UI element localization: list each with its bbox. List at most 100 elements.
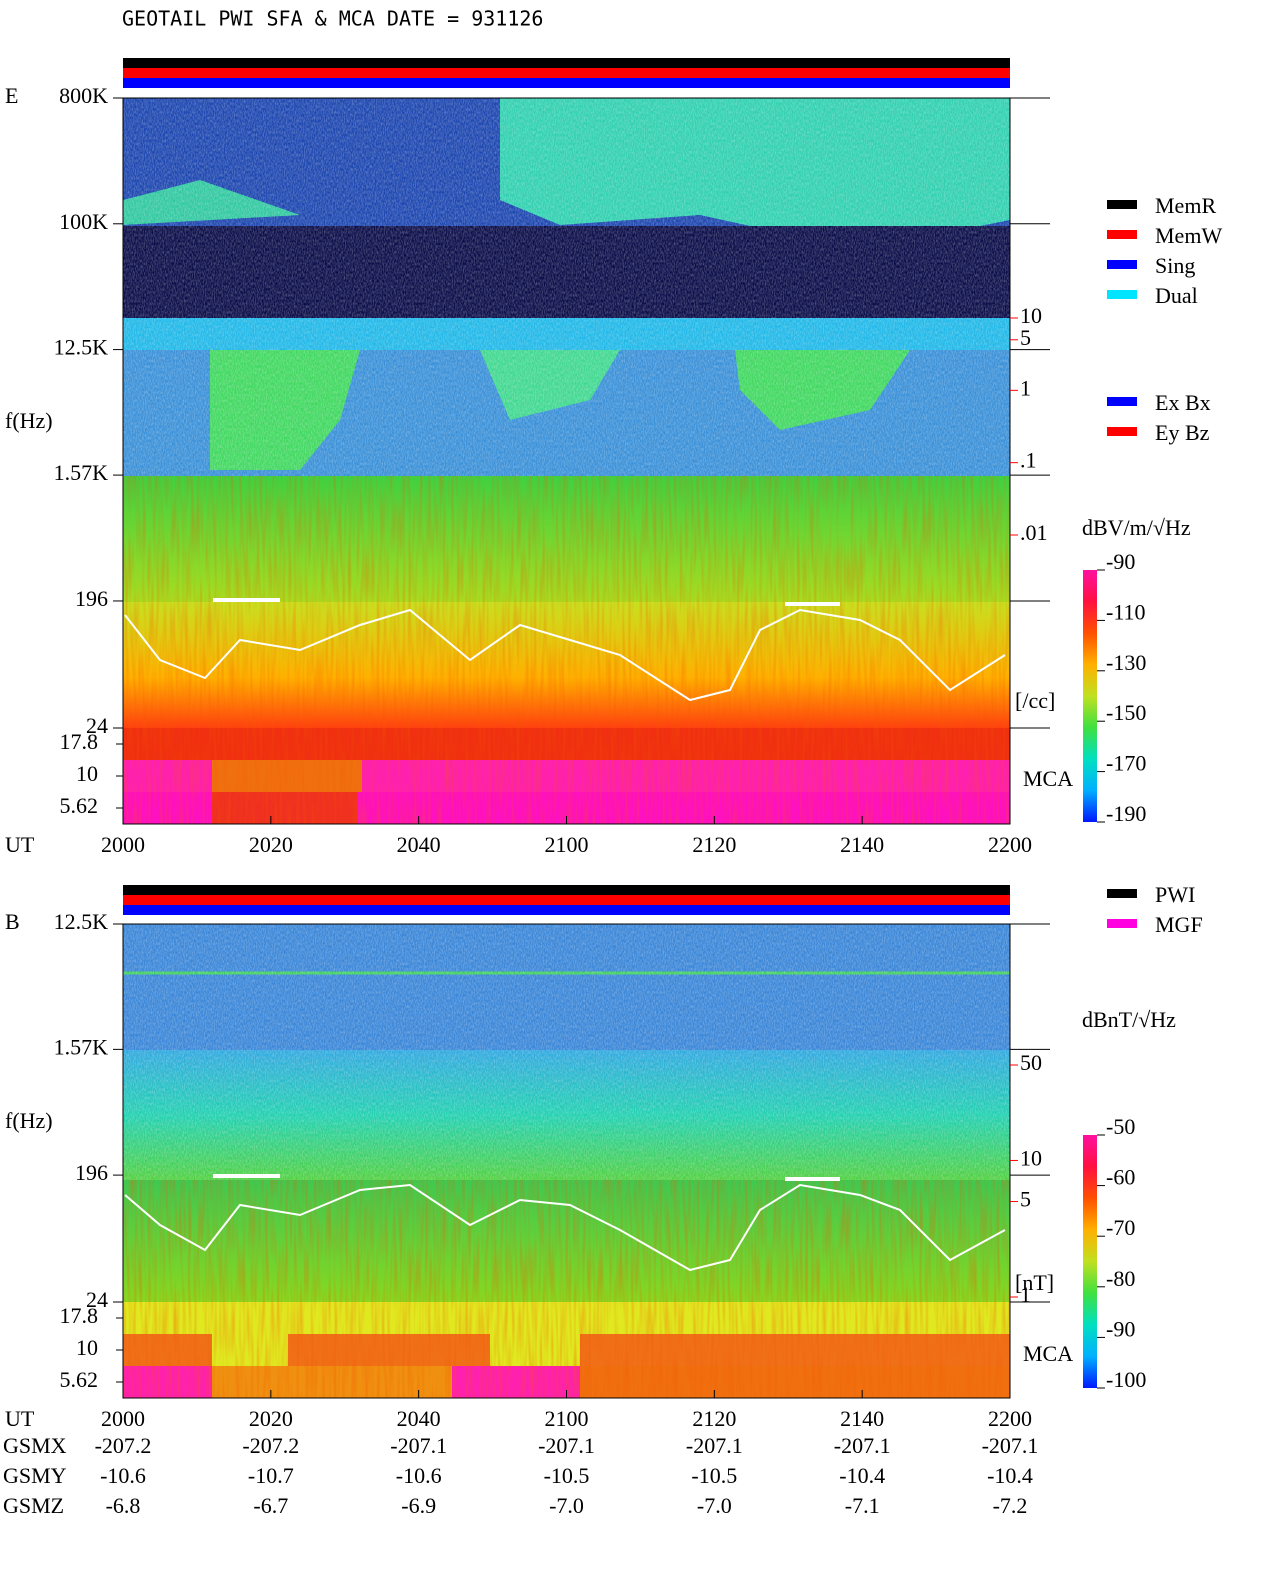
legend-label: MemW [1155,223,1222,248]
x-tick-label: 2000 [101,1406,145,1431]
colorbar-tick-label: -90 [1106,549,1135,574]
orbit-value: -207.1 [834,1433,891,1458]
colorbar-tick-label: -100 [1106,1367,1146,1392]
y-axis-label: f(Hz) [5,1108,53,1133]
status-bar [123,905,1010,915]
legend-swatch [1107,230,1137,239]
x-tick-label: 2120 [692,832,736,857]
colorbar-tick-label: -190 [1106,801,1146,826]
orbit-value: -6.7 [253,1493,288,1518]
trace [124,1183,1006,1272]
y-tick-label: 24 [86,1287,108,1312]
legend-swatch [1107,889,1137,898]
trace [124,608,1006,702]
orbit-value: -207.2 [242,1433,299,1458]
y-tick-label: 196 [75,586,108,611]
x-axis-label: UT [5,832,35,857]
density-tick-label: 1 [1020,375,1031,400]
status-bar [123,58,1010,68]
noise-overlay [123,476,1010,824]
legend-label: Dual [1155,283,1198,308]
density-tick-label: 5 [1020,325,1031,350]
orbit-value: -10.5 [691,1463,737,1488]
status-bar [123,885,1010,895]
colorbar-tick-label: -150 [1106,700,1146,725]
orbit-value: -207.2 [95,1433,152,1458]
orbit-value: -10.4 [987,1463,1033,1488]
colorbar-tick-label: -70 [1106,1215,1135,1240]
noise-overlay [123,924,1010,1180]
y-tick-label: 12.5K [54,335,109,360]
density-tick-label: 50 [1020,1050,1042,1075]
mca-label: MCA [1023,1341,1073,1366]
orbit-value: -6.9 [401,1493,436,1518]
x-tick-label: 2020 [249,1406,293,1431]
x-tick-label: 2000 [101,832,145,857]
legend-swatch [1107,200,1137,209]
density-unit: [/cc] [1015,688,1055,713]
orbit-value: -207.1 [982,1433,1039,1458]
spectrogram-e [123,98,1010,824]
colorbar-tick-label: -60 [1106,1165,1135,1190]
mca-tick-label: 17.8 [60,729,99,754]
colorbar-tick-label: -130 [1106,650,1146,675]
colorbar [1083,570,1097,822]
orbit-row-label: GSMY [3,1463,67,1488]
mca-label: MCA [1023,766,1073,791]
colorbar-tick-label: -50 [1106,1114,1135,1139]
x-tick-label: 2100 [545,832,589,857]
mca-tick-label: 10 [76,1335,98,1360]
status-bar [123,895,1010,905]
mca-tick-label: 5.62 [60,793,99,818]
x-tick-label: 2040 [397,832,441,857]
y-tick-label: 12.5K [54,909,109,934]
orbit-value: -7.0 [697,1493,732,1518]
title: GEOTAIL PWI SFA & MCA DATE = 931126 [122,7,543,31]
orbit-value: -10.6 [100,1463,146,1488]
status-bar [123,68,1010,78]
spectrogram-b [123,924,1010,1398]
orbit-row-label: GSMZ [3,1493,64,1518]
legend-label: MGF [1155,912,1203,937]
mca-tick-label: 10 [76,761,98,786]
mca-tick-label: 5.62 [60,1367,99,1392]
panel-label: E [5,83,18,108]
noise-overlay [123,1180,1010,1398]
density-tick-label: 10 [1020,1145,1042,1170]
legend-swatch [1107,919,1137,928]
colorbar-label: dBV/m/√Hz [1082,515,1191,540]
y-tick-label: 24 [86,713,108,738]
noise-overlay [123,98,1010,476]
status-bar [123,78,1010,88]
x-tick-label: 2100 [545,1406,589,1431]
colorbar-tick-label: -170 [1106,751,1146,776]
colorbar [1083,1135,1097,1388]
x-tick-label: 2140 [840,832,884,857]
density-tick-label: 1 [1020,1282,1031,1307]
x-tick-label: 2020 [249,832,293,857]
y-axis-label: f(Hz) [5,408,53,433]
legend-swatch [1107,260,1137,269]
x-tick-label: 2040 [397,1406,441,1431]
orbit-value: -7.2 [993,1493,1028,1518]
legend-label: Ey Bz [1155,420,1210,445]
orbit-value: -6.8 [106,1493,141,1518]
density-tick-label: 10 [1020,303,1042,328]
legend-swatch [1107,427,1137,436]
density-tick-label: .1 [1020,448,1037,473]
y-tick-label: 100K [59,209,108,234]
colorbar-label: dBnT/√Hz [1082,1007,1176,1032]
y-tick-label: 196 [75,1160,108,1185]
legend-swatch [1107,290,1137,299]
y-tick-label: 1.57K [54,1034,109,1059]
colorbar-tick-label: -80 [1106,1266,1135,1291]
orbit-row-label: GSMX [3,1433,67,1458]
y-tick-label: 800K [59,83,108,108]
density-unit: [nT] [1015,1270,1054,1295]
mca-tick-label: 17.8 [60,1303,99,1328]
orbit-value: -7.0 [549,1493,584,1518]
x-tick-label: 2120 [692,1406,736,1431]
x-tick-label: 2140 [840,1406,884,1431]
